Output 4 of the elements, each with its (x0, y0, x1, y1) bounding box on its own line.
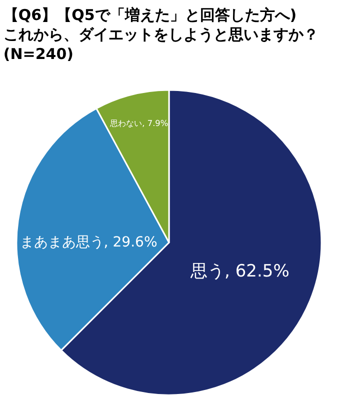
slice-label: まあまあ思う, 29.6% (20, 234, 158, 251)
slice-label: 思わない, 7.9% (109, 118, 168, 128)
chart-title: 【Q6】【Q5で「増えた」と回答した方へ)これから、ダイエットをしようと思いますか？(N=240) (3, 6, 318, 63)
slice-label: 思う, 62.5% (190, 262, 290, 282)
